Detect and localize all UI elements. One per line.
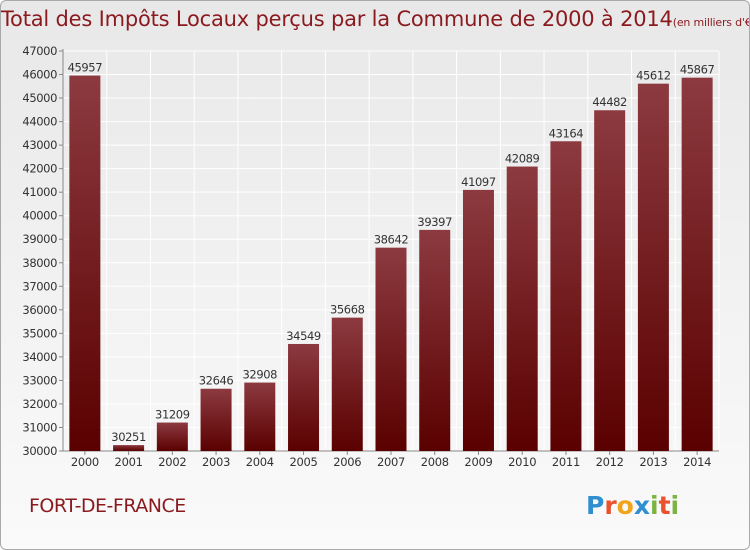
bar [244, 382, 276, 451]
logo-letter: i [670, 491, 680, 520]
data-label: 34549 [286, 329, 321, 343]
bar [288, 343, 320, 451]
data-label: 42089 [505, 152, 540, 166]
bars [69, 75, 713, 452]
x-tick-label: 2002 [158, 455, 186, 469]
logo-letter: P [586, 491, 605, 520]
bar [550, 141, 582, 451]
y-tick-label: 39000 [22, 232, 57, 246]
x-tick-label: 2010 [508, 455, 536, 469]
city-name: FORT-DE-FRANCE [29, 495, 186, 517]
bar [375, 247, 407, 451]
chart-title-unit: (en milliers d'€) [672, 16, 750, 29]
y-tick-label: 34000 [22, 350, 57, 364]
data-label: 45612 [636, 69, 671, 83]
data-label: 43164 [549, 126, 584, 140]
y-tick-label: 40000 [22, 209, 57, 223]
y-tick-label: 33000 [22, 373, 57, 387]
x-tick-label: 2006 [333, 455, 361, 469]
bar [200, 388, 232, 451]
bar [506, 166, 538, 451]
data-label: 41097 [461, 175, 496, 189]
data-labels: 45957 30251 31209 32646 32908 34549 35668 38642… [68, 61, 715, 445]
x-axis: 2000 2001 2002 2003 2004 2005 2006 2007 2008 2009… [63, 450, 719, 469]
y-tick-label: 30000 [22, 444, 57, 458]
logo-letter: t [658, 491, 671, 520]
data-label: 45867 [680, 63, 715, 77]
data-label: 45957 [68, 61, 103, 75]
y-tick-label: 45000 [22, 91, 57, 105]
y-tick-label: 38000 [22, 256, 57, 270]
data-label: 32646 [199, 374, 234, 388]
data-label: 38642 [374, 233, 409, 247]
bar [462, 189, 494, 452]
x-tick-label: 2013 [639, 455, 667, 469]
x-tick-label: 2007 [377, 455, 405, 469]
bar [113, 445, 145, 451]
x-tick-label: 2003 [202, 455, 230, 469]
y-tick-label: 46000 [22, 68, 57, 82]
y-tick-label: 32000 [22, 397, 57, 411]
proxiti-logo[interactable]: Proxiti [586, 491, 679, 520]
bar [331, 317, 363, 451]
x-tick-label: 2001 [115, 455, 143, 469]
x-tick-label: 2005 [289, 455, 317, 469]
chart-title-text: Total des Impôts Locaux perçus par la Co… [1, 7, 673, 31]
y-tick-label: 35000 [22, 326, 57, 340]
logo-letter: x [633, 491, 650, 520]
data-label: 31209 [155, 408, 190, 422]
y-tick-label: 37000 [22, 279, 57, 293]
bar [637, 83, 669, 452]
data-label: 39397 [417, 215, 452, 229]
y-tick-label: 31000 [22, 420, 57, 434]
bar [156, 422, 188, 451]
y-tick-label: 36000 [22, 303, 57, 317]
x-tick-label: 2014 [683, 455, 711, 469]
bar [419, 229, 451, 451]
data-label: 44482 [592, 95, 627, 109]
y-axis: 30000 31000 32000 33000 34000 35000 36000 37000… [22, 44, 64, 458]
bar [69, 75, 101, 452]
y-tick-label: 41000 [22, 185, 57, 199]
data-label: 35668 [330, 303, 365, 317]
data-label: 30251 [111, 430, 146, 444]
x-tick-label: 2011 [552, 455, 580, 469]
x-tick-label: 2000 [71, 455, 99, 469]
x-tick-label: 2009 [464, 455, 492, 469]
logo-letter: i [650, 491, 659, 520]
x-tick-label: 2004 [246, 455, 274, 469]
y-tick-label: 42000 [22, 162, 57, 176]
x-tick-label: 2008 [421, 455, 449, 469]
y-tick-label: 43000 [22, 138, 57, 152]
y-tick-label: 47000 [22, 44, 57, 58]
y-tick-label: 44000 [22, 115, 57, 129]
logo-letter: r [604, 491, 617, 520]
chart-title: Total des Impôts Locaux perçus par la Co… [1, 7, 750, 31]
bar [594, 110, 626, 451]
logo-letter: o [616, 491, 634, 520]
x-tick-label: 2012 [596, 455, 624, 469]
data-label: 32908 [243, 368, 278, 382]
bar [681, 77, 713, 452]
